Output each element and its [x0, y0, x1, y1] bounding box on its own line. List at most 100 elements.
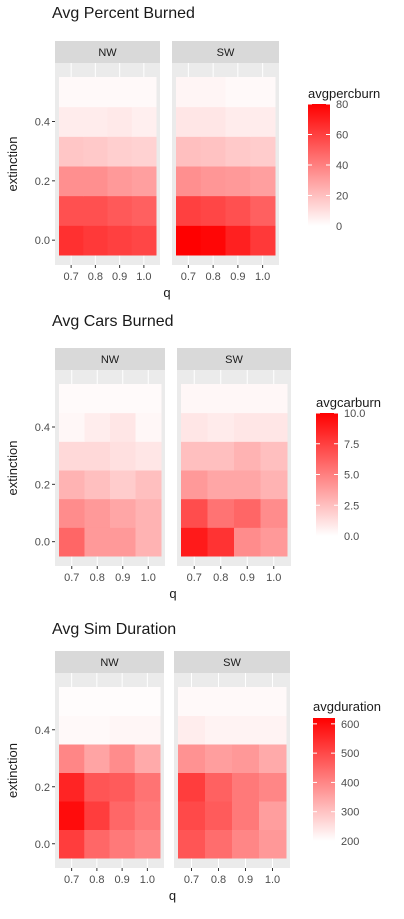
y-axis-label: extinction — [5, 743, 20, 798]
x-tick-label: 0.7 — [187, 572, 202, 584]
heatmap-cell — [109, 715, 136, 745]
heatmap-cell — [178, 715, 206, 745]
heatmap-cell — [110, 470, 136, 500]
heatmap-cell — [176, 136, 202, 167]
heatmap-cell — [232, 744, 260, 773]
heatmap-cell — [59, 744, 85, 773]
x-axis-label: q — [163, 285, 170, 300]
heatmap-cell — [178, 744, 206, 773]
heatmap-cell — [234, 470, 261, 500]
facet-label: NW — [100, 657, 119, 669]
heatmap-cell — [135, 412, 162, 442]
heatmap-cell — [84, 412, 111, 442]
heatmap-cell — [59, 77, 84, 108]
heatmap-cell — [110, 412, 136, 442]
heatmap-cell — [176, 225, 202, 256]
heatmap-cell — [134, 772, 161, 802]
heatmap-cell — [135, 384, 162, 414]
heatmap-cell — [107, 136, 133, 167]
heatmap-cell — [250, 77, 276, 108]
heatmap-cell — [131, 166, 157, 197]
chart-title: Avg Cars Burned — [52, 313, 174, 330]
x-tick-label: 0.8 — [213, 572, 228, 584]
heatmap-cell — [225, 136, 251, 167]
x-tick-label: 0.8 — [90, 572, 105, 584]
x-tick-label: 0.9 — [112, 271, 127, 283]
heatmap-cell — [181, 384, 208, 414]
x-tick-label: 0.7 — [64, 874, 79, 886]
heatmap-cell — [134, 829, 161, 859]
x-tick-label: 1.0 — [140, 874, 155, 886]
heatmap-cell — [234, 498, 261, 528]
heatmap-cell — [178, 772, 206, 802]
facet-strip — [55, 41, 160, 63]
heatmap-cell — [176, 166, 202, 197]
heatmap-cell — [84, 441, 111, 471]
heatmap-cell — [110, 498, 136, 528]
heatmap-cell — [176, 106, 202, 137]
heatmap-cell — [107, 225, 133, 256]
heatmap-cell — [59, 829, 85, 859]
facet-strip — [174, 651, 290, 673]
heatmap-cell — [207, 527, 235, 557]
heatmap-cell — [250, 166, 276, 197]
heatmap-cell — [259, 687, 287, 716]
heatmap-cell — [84, 687, 110, 716]
x-tick-label: 0.7 — [63, 271, 78, 283]
x-tick-label: 0.9 — [240, 572, 255, 584]
heatmap-cell — [250, 106, 276, 137]
heatmap-cell — [59, 715, 85, 745]
y-tick-label: 0.2 — [35, 782, 50, 794]
heatmap-cell — [83, 225, 108, 256]
heatmap-cell — [259, 772, 287, 802]
heatmap-cell — [205, 715, 233, 745]
legend-title: avgcarburn — [316, 395, 381, 410]
legend-colorbar — [316, 413, 338, 536]
heatmap-cell — [107, 106, 133, 137]
legend-tick-label: 5.0 — [344, 470, 359, 482]
heatmap-cell — [59, 772, 85, 802]
heatmap-cell — [178, 687, 206, 716]
heatmap-cell — [83, 166, 108, 197]
heatmap-cell — [59, 106, 84, 137]
heatmap-cell — [84, 470, 111, 500]
legend-tick-label: 20 — [336, 191, 348, 203]
heatmap-cell — [207, 470, 235, 500]
heatmap-cell — [225, 77, 251, 108]
x-tick-label: 1.0 — [266, 572, 281, 584]
facet-strip — [177, 348, 291, 370]
y-axis-label: extinction — [5, 441, 20, 496]
heatmap-cell — [260, 498, 288, 528]
heatmap-cell — [107, 77, 133, 108]
heatmap-cell — [131, 136, 157, 167]
heatmap-cell — [84, 715, 110, 745]
heatmap-cell — [259, 715, 287, 745]
heatmap-cell — [225, 166, 251, 197]
chart-title: Avg Sim Duration — [52, 621, 176, 638]
legend-tick-label: 2.5 — [344, 500, 359, 512]
heatmap-cell — [181, 470, 208, 500]
heatmap-cell — [234, 527, 261, 557]
heatmap-cell — [250, 225, 276, 256]
facet-label: NW — [98, 47, 117, 59]
legend-tick-label: 600 — [341, 719, 359, 731]
heatmap-cell — [200, 225, 226, 256]
legend-colorbar — [313, 718, 335, 841]
heatmap-cell — [259, 744, 287, 773]
legend-colorbar — [308, 104, 330, 226]
heatmap-cell — [84, 498, 111, 528]
heatmap-cell — [176, 77, 202, 108]
heatmap-cell — [109, 772, 136, 802]
x-tick-label: 0.7 — [181, 271, 196, 283]
x-axis-label: q — [169, 586, 176, 601]
legend-tick-label: 40 — [336, 160, 348, 172]
x-tick-label: 0.9 — [230, 271, 245, 283]
heatmap-cell — [84, 772, 110, 802]
heatmap-cell — [59, 166, 84, 197]
heatmap-cell — [259, 801, 287, 830]
heatmap-cell — [232, 772, 260, 802]
heatmap-cell — [225, 106, 251, 137]
legend-title: avgpercburn — [308, 86, 380, 101]
heatmap-cell — [135, 441, 162, 471]
